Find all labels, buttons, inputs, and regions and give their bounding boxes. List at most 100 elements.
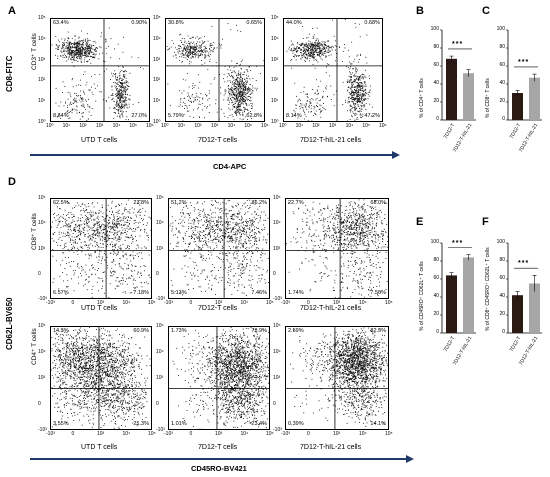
bar <box>463 257 474 333</box>
y-tick-label: -10³ <box>273 296 282 302</box>
y-tick-label: 10³ <box>38 56 46 63</box>
panel-label-f: F <box>482 216 489 228</box>
y-tick-label: 10⁰ <box>38 119 46 125</box>
quadrant-ul: 30.8% <box>168 20 184 26</box>
panel-d-row2-ylabel: CD4⁺ T cells <box>31 328 38 365</box>
flow-plot-d-cd8-utd: 62.5% 23.8% 6.57% 7.18% <box>50 198 152 299</box>
y-tick-label: 10⁵ <box>38 15 46 21</box>
bar-chart-c: 0 20 40 60 80 100 7D12-T 7D12-T-hIL-21 ***% of C… <box>485 20 548 170</box>
flow-plot-a-7d12: 30.8% 0.65% 5.79% 62.8% <box>165 18 265 122</box>
y-tick-label: 80 <box>499 44 505 50</box>
dot-plot <box>165 18 265 122</box>
bar-chart-f: 0 20 40 60 80 100 7D12-T 7D12-T-hIL-21 ***% of C… <box>485 233 548 383</box>
x-tick-label: 10⁴ <box>112 123 121 129</box>
y-tick-label: 80 <box>433 257 439 263</box>
quadrant-lr: 7.56% <box>370 289 386 296</box>
y-tick-label: -10³ <box>273 427 282 433</box>
y-tick-label: 80 <box>499 257 505 263</box>
y-tick-label: 40 <box>433 293 439 299</box>
panel-label-e: E <box>416 216 424 228</box>
y-tick-label: 0 <box>156 401 159 407</box>
sample-label: 7D12-T-hIL-21 cells <box>300 137 362 144</box>
y-tick-label: 0 <box>436 329 439 335</box>
bar <box>512 295 523 333</box>
y-tick-label: 10³ <box>38 375 46 381</box>
y-tick-label: 10⁴ <box>156 349 164 355</box>
significance-stars: *** <box>452 40 464 48</box>
y-tick-label: 0 <box>273 401 276 407</box>
bar <box>446 58 457 120</box>
y-tick-label: 0 <box>38 270 41 277</box>
y-tick-label: 10³ <box>156 245 164 252</box>
y-tick-label: 10¹ <box>38 98 46 105</box>
x-tick-label: 10⁰ <box>46 123 54 129</box>
x-tick-label: 0 <box>189 300 193 306</box>
x-tick-label: 10⁰ <box>161 123 169 129</box>
sample-label: UTD T cells <box>81 444 118 451</box>
y-tick-label: 20 <box>433 98 439 104</box>
y-tick-label: 10⁴ <box>273 220 281 227</box>
bar-chart-svg <box>440 242 476 334</box>
x-tick-label: 0 <box>71 431 75 437</box>
y-tick-label: 10⁵ <box>38 323 46 329</box>
bar <box>529 283 540 333</box>
flow-plot-a-utd: 63.4% 0.90% 8.64% 27.0% <box>50 18 150 122</box>
panel-d-axis-arrow <box>30 455 414 463</box>
x-tick-label: 10² <box>312 123 320 129</box>
y-tick-label: 10⁵ <box>271 15 279 21</box>
x-tick-label: 10³ <box>329 123 337 129</box>
panel-label-b: B <box>416 5 424 17</box>
quadrant-ll: 8.14% <box>286 112 302 119</box>
dot-plot <box>50 326 152 430</box>
x-tick-label: 0 <box>307 300 310 306</box>
x-tick-label: 10⁵ <box>148 300 156 306</box>
events <box>51 199 152 299</box>
x-tick-label: 10³ <box>333 431 341 437</box>
y-tick-label: 10⁵ <box>156 195 164 201</box>
y-tick-label: 100 <box>496 26 505 32</box>
events <box>286 19 373 122</box>
x-tick-label: -10³ <box>46 300 55 306</box>
quadrant-lr: 21.3% <box>133 420 149 427</box>
x-tick-label: 10⁵ <box>129 123 137 129</box>
y-tick-label: 10⁴ <box>38 220 46 227</box>
y-tick-label: 0 <box>502 116 505 122</box>
quadrant-ur: 23.8% <box>133 200 149 206</box>
x-tick-label: 0 <box>307 431 310 437</box>
x-tick-label: 0 <box>189 431 193 437</box>
y-tick-label: 10⁴ <box>38 349 46 355</box>
bar-chart-svg <box>506 242 542 334</box>
y-tick-label: 10⁴ <box>271 35 279 42</box>
bar <box>529 77 540 120</box>
x-tick-label: 10³ <box>96 123 104 129</box>
dot-plot <box>283 18 383 122</box>
y-tick-label: 0 <box>156 270 159 277</box>
x-tick-label: 10⁴ <box>122 431 131 437</box>
y-tick-label: 10³ <box>273 375 281 381</box>
quadrant-ul: 62.5% <box>53 200 69 206</box>
y-tick-label: 10⁴ <box>156 220 164 227</box>
flow-plot-d-cd8-7d12: 51.2% 36.2% 5.13% 7.46% <box>168 198 270 299</box>
quadrant-ul: 63.4% <box>53 20 69 26</box>
x-tick-label: 10⁴ <box>227 123 236 129</box>
quadrant-lr: 14.1% <box>370 420 386 427</box>
y-axis-label: % of CD8⁺ T cells <box>485 78 491 118</box>
x-tick-label: 10⁶ <box>379 123 387 129</box>
y-tick-label: 10⁵ <box>156 323 164 329</box>
x-tick-label: 10¹ <box>295 123 303 129</box>
y-tick-label: 10⁴ <box>153 35 161 42</box>
events <box>172 327 270 430</box>
quadrant-lr: 27.0% <box>131 112 147 119</box>
x-tick-label: 0 <box>71 300 75 306</box>
plot-frame <box>285 198 389 299</box>
sample-label: 7D12-T cells <box>198 137 238 144</box>
quadrant-ll: 1.01% <box>171 420 187 427</box>
flow-plot-d-cd4-utd: 14.3% 60.9% 3.55% 21.3% <box>50 326 152 430</box>
bar <box>463 73 474 120</box>
quadrant-lr: 23.4% <box>251 420 267 427</box>
quadrant-ul: 2.59% <box>288 328 304 334</box>
quadrant-ul: 1.73% <box>171 328 187 334</box>
y-axis-label: % of CD45RO⁺ CD62L⁺ T cells <box>419 261 425 331</box>
plot-frame <box>168 326 270 430</box>
x-tick-label: 10⁶ <box>146 123 154 129</box>
